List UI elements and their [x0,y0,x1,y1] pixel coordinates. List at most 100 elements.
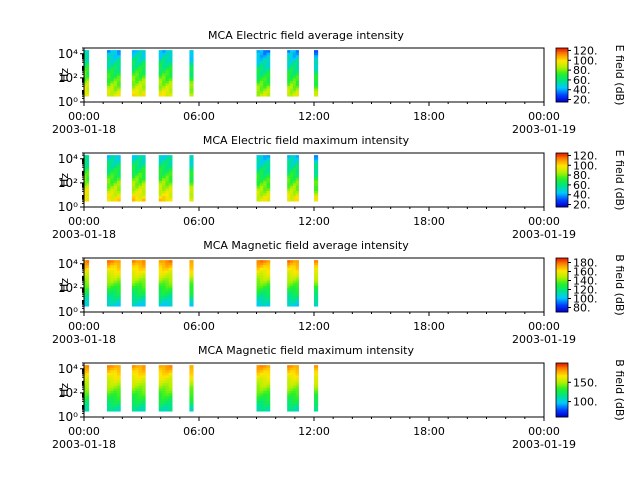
data-cell [110,167,114,171]
data-cell [110,301,114,304]
data-cell [292,170,297,174]
data-cell [162,73,166,77]
data-cell [107,78,111,82]
data-cell [110,180,114,184]
colorbar-step [556,394,568,396]
data-cell [117,393,121,397]
data-cell [290,406,294,409]
data-cell [158,60,163,64]
data-cell [84,272,87,276]
data-cell [259,301,264,304]
data-cell [256,403,261,407]
x-date-label: 2003-01-19 [512,438,576,451]
data-cell [107,375,111,379]
colorbar-step [556,190,568,193]
data-cell [158,50,163,53]
data-cell [162,278,166,281]
data-cell [165,385,170,389]
data-cell [110,155,114,158]
data-cell [113,270,118,274]
panel-title: MCA Electric field maximum intensity [203,134,410,147]
data-cell [84,73,87,77]
data-cell [141,155,146,158]
data-cell [314,52,319,56]
data-cell [135,91,139,94]
colorbar-step [556,91,568,93]
data-cell [117,86,121,89]
data-cell [135,270,139,274]
data-cell [263,372,267,376]
data-cell [263,365,267,368]
data-cell [84,403,87,407]
data-cell [107,50,111,53]
data-cell [266,93,271,97]
colorbar-step [556,75,568,77]
data-cell [86,401,90,404]
data-cell [266,401,271,404]
data-cell [266,160,271,164]
data-cell [295,390,299,394]
data-cell [141,390,146,394]
data-cell [113,196,118,199]
data-cell [117,70,121,74]
colorbar-tick-label: 100. [573,396,598,409]
data-cell [110,262,114,266]
data-cell [168,267,173,271]
x-tick-label: 00:00 [528,110,560,123]
data-cell [135,303,139,307]
data-cell [117,180,121,184]
colorbar-step [556,369,568,372]
data-cell [158,380,163,384]
data-cell [290,375,294,379]
data-cell [138,408,143,412]
data-cell [158,272,163,276]
data-cell [141,375,146,379]
data-cell [162,365,166,368]
data-cell [165,88,170,92]
data-cell [113,272,118,276]
data-cell [189,65,194,69]
data-cell [110,160,114,164]
data-cell [86,278,90,281]
data-cell [84,296,87,299]
data-cell [292,403,297,407]
data-cell [189,288,194,292]
data-cell [110,365,114,368]
data-cell [138,170,143,174]
data-cell [113,68,118,71]
data-cell [107,88,111,92]
data-cell [168,372,173,376]
data-cell [107,191,111,194]
data-cell [263,68,267,71]
colorbar-step [556,309,568,312]
data-cell [131,278,136,281]
data-cell [131,157,136,161]
data-cell [259,401,264,404]
data-cell [117,370,121,374]
colorbar-step [556,177,568,180]
data-cell [162,80,166,84]
data-cell [158,365,163,368]
data-cell [84,185,87,189]
data-cell [189,193,194,197]
data-cell [259,73,264,77]
data-cell [168,91,173,94]
data-cell [189,380,194,384]
data-cell [256,267,261,271]
data-cell [189,78,194,82]
data-cell [189,93,194,97]
data-cell [113,170,118,174]
data-cell [314,180,319,184]
data-segment [131,50,146,97]
data-cell [141,270,146,274]
data-cell [113,62,118,66]
colorbar-step [556,367,568,369]
data-cell [287,196,291,199]
colorbar-step [556,298,568,301]
colorbar-step [556,390,568,392]
data-cell [292,375,297,379]
data-cell [84,365,87,368]
data-cell [107,267,111,271]
data-segment [84,365,90,412]
data-cell [86,383,90,386]
